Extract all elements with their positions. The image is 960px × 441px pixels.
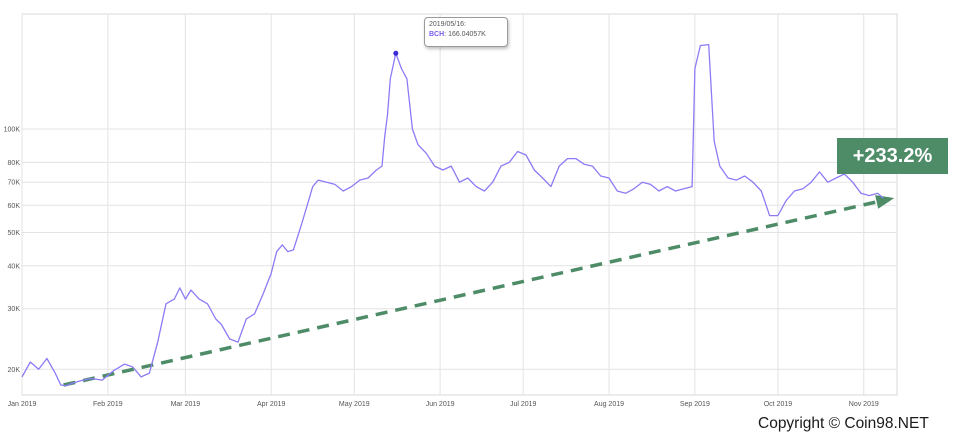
x-tick-label: Oct 2019 [764,401,793,408]
tooltip: 2019/05/16: BCH: 166.04057K [424,17,508,47]
x-tick-label: Jan 2019 [8,401,37,408]
trend-arrow [63,195,895,387]
x-tick-label: May 2019 [339,401,370,408]
y-tick-label: 20K [8,367,21,374]
y-tick-label: 60K [8,203,21,210]
x-tick-label: Jun 2019 [426,401,455,408]
tooltip-value-row: BCH: 166.04057K [429,31,486,38]
growth-badge: +233.2% [837,138,948,174]
x-axis-ticks: Jan 2019 Feb 2019 Mar 2019 Apr 2019 May 2019… [8,401,879,408]
tooltip-date: 2019/05/16: [429,21,466,28]
y-tick-label: 100K [4,127,21,134]
x-tick-label: Aug 2019 [594,401,624,408]
copyright-text: Copyright © Coin98.NET [758,415,929,432]
y-tick-label: 70K [8,180,21,187]
x-tick-label: Apr 2019 [257,401,286,408]
tooltip-value: 166.04057K [448,31,486,38]
y-tick-label: 40K [8,263,21,270]
y-tick-label: 50K [8,230,21,237]
y-axis-ticks: 20K 30K 40K 50K 60K 70K 80K 100K [4,127,21,374]
x-tick-label: Feb 2019 [93,401,123,408]
x-tick-label: Jul 2019 [510,401,537,408]
trend-arrowhead [875,195,895,209]
series-line-bch [21,43,884,387]
highlight-point [393,50,399,56]
series-layer [21,43,884,387]
x-tick-label: Mar 2019 [171,401,201,408]
y-tick-label: 80K [8,160,21,167]
x-tick-label: Nov 2019 [849,401,879,408]
tooltip-series: BCH [429,31,445,38]
y-tick-label: 30K [8,306,21,313]
x-tick-label: Sep 2019 [680,401,710,408]
